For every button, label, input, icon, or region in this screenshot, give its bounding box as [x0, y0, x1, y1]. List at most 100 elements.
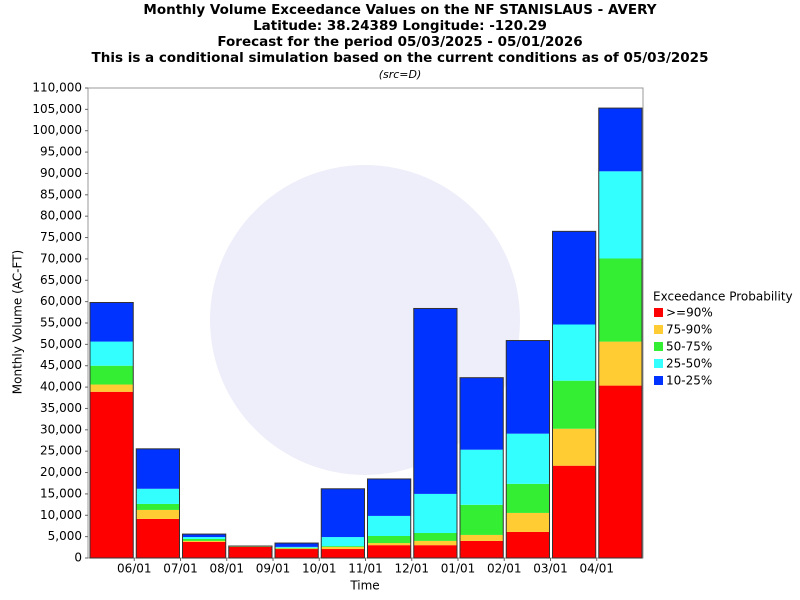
legend-swatch — [654, 342, 663, 351]
bar-segment — [182, 540, 226, 542]
bar-segment — [275, 548, 319, 550]
bar-segment — [506, 483, 550, 513]
y-tick-label: 5,000 — [48, 529, 82, 543]
bar-segment — [506, 433, 550, 484]
y-tick-label: 45,000 — [40, 358, 82, 372]
bar-outline — [459, 377, 504, 559]
bar-segment — [136, 518, 180, 558]
x-tick-label: 09/01 — [256, 562, 291, 576]
x-tick-label: 04/01 — [579, 562, 614, 576]
bar-segment — [182, 541, 226, 558]
bar-segment — [413, 540, 457, 546]
bar-segment — [460, 377, 504, 450]
bar-outline — [552, 230, 597, 559]
legend-label: 25-50% — [666, 357, 712, 371]
bar-segment — [275, 549, 319, 558]
bar-segment — [552, 465, 596, 558]
bar-segment — [506, 531, 550, 558]
y-tick-label: 100,000 — [32, 123, 82, 137]
legend-label: 50-75% — [666, 340, 712, 354]
bar-segment — [182, 537, 226, 539]
legend-swatch — [654, 376, 663, 385]
y-tick-label: 70,000 — [40, 251, 82, 265]
y-tick-label: 110,000 — [32, 81, 82, 95]
bar-segment — [321, 546, 365, 547]
bar-outline — [89, 301, 134, 559]
y-tick-label: 35,000 — [40, 401, 82, 415]
chart-subtitle: (src=D) — [379, 68, 422, 81]
bar-segment — [367, 515, 411, 536]
bar-segment — [460, 504, 504, 535]
legend-swatch — [654, 359, 663, 368]
bar-outline — [598, 107, 643, 559]
y-tick-label: 65,000 — [40, 273, 82, 287]
bar-segment — [367, 478, 411, 516]
bar-segment — [321, 549, 365, 558]
bar-segment — [90, 302, 134, 342]
chart-title: Forecast for the period 05/03/2025 - 05/… — [217, 34, 582, 50]
y-tick-label: 20,000 — [40, 465, 82, 479]
x-tick-label: 07/01 — [163, 562, 198, 576]
legend-label: 75-90% — [666, 323, 712, 337]
y-tick-label: 55,000 — [40, 316, 82, 330]
y-tick-label: 95,000 — [40, 145, 82, 159]
bar-segment — [367, 545, 411, 558]
y-tick-label: 30,000 — [40, 422, 82, 436]
bar-segment — [321, 537, 365, 547]
bar-segment — [228, 546, 272, 558]
bar-outline — [135, 448, 180, 559]
y-tick-label: 85,000 — [40, 187, 82, 201]
bar-segment — [552, 428, 596, 466]
y-axis-label: Monthly Volume (AC-FT) — [11, 250, 25, 394]
bar-segment — [552, 380, 596, 429]
bar-segment — [136, 509, 180, 519]
bar-segment — [598, 341, 642, 386]
bar-outline — [413, 307, 458, 559]
bar-segment — [182, 534, 226, 538]
bar-outline — [505, 340, 550, 559]
y-tick-label: 75,000 — [40, 230, 82, 244]
legend-swatch — [654, 325, 663, 334]
bar-segment — [460, 449, 504, 505]
bar-segment — [506, 340, 550, 434]
bar-outline — [320, 488, 365, 559]
bar-segment — [275, 546, 319, 548]
y-tick-label: 80,000 — [40, 209, 82, 223]
y-tick-label: 0 — [74, 551, 82, 565]
bar-segment — [90, 341, 134, 366]
legend-swatch — [654, 308, 663, 317]
bar-segment — [275, 543, 319, 547]
y-tick-label: 105,000 — [32, 102, 82, 116]
bar-segment — [413, 308, 457, 494]
bar-segment — [598, 258, 642, 342]
bar-segment — [90, 365, 134, 385]
bar-segment — [367, 543, 411, 546]
legend-label: >=90% — [666, 306, 713, 320]
bar-segment — [413, 545, 457, 558]
y-tick-label: 60,000 — [40, 294, 82, 308]
y-tick-label: 90,000 — [40, 166, 82, 180]
x-tick-label: 08/01 — [209, 562, 244, 576]
bar-segment — [136, 503, 180, 510]
x-tick-label: 03/01 — [533, 562, 568, 576]
x-tick-label: 02/01 — [487, 562, 522, 576]
bar-segment — [321, 546, 365, 550]
x-tick-label: 11/01 — [348, 562, 383, 576]
bar-outline — [182, 533, 227, 559]
bar-segment — [552, 324, 596, 381]
x-tick-label: 10/01 — [302, 562, 337, 576]
bar-segment — [460, 534, 504, 541]
bar-segment — [367, 535, 411, 544]
x-tick-label: 06/01 — [117, 562, 152, 576]
bar-segment — [598, 385, 642, 558]
bar-segment — [136, 488, 180, 504]
chart-title: Monthly Volume Exceedance Values on the … — [143, 2, 656, 18]
chart-title: Latitude: 38.24389 Longitude: -120.29 — [253, 18, 547, 34]
bar-segment — [413, 493, 457, 534]
legend-label: 10-25% — [666, 374, 712, 388]
bar-segment — [552, 231, 596, 325]
x-axis-label: Time — [349, 579, 379, 593]
bar-segment — [598, 171, 642, 259]
bar-segment — [460, 540, 504, 558]
